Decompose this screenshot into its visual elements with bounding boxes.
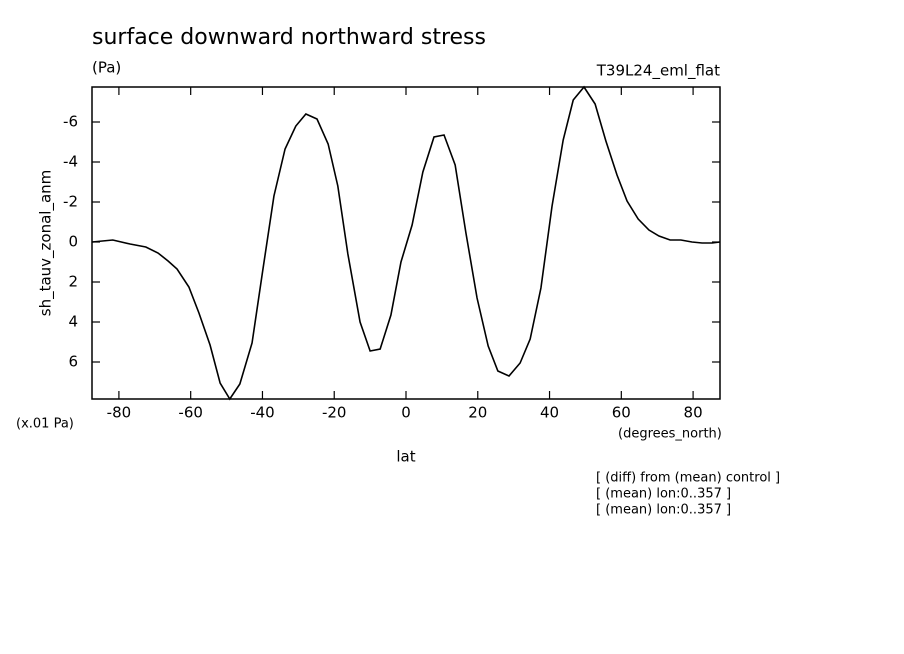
y-units: (x.01 Pa) (16, 417, 74, 432)
x-tick-label: -60 (178, 404, 203, 422)
x-tick-label: 40 (540, 404, 559, 422)
note: [ (diff) from (mean) control ] (596, 471, 780, 486)
chart-title: surface downward northward stress (92, 25, 486, 50)
y-tick-label: 6 (68, 353, 78, 371)
y-tick-label: -6 (63, 113, 78, 131)
y-axis-label: sh_tauv_zonal_anm (37, 170, 56, 317)
y-tick-label: 4 (68, 313, 78, 331)
x-axis-label: lat (396, 448, 415, 466)
x-units: (degrees_north) (618, 427, 722, 442)
y-tick-label: 2 (68, 273, 78, 291)
y-tick-label: -4 (63, 153, 78, 171)
note: [ (mean) lon:0..357 ] (596, 487, 731, 502)
dataset: T39L24_eml_flat (596, 62, 720, 81)
x-tick-label: 80 (684, 404, 703, 422)
x-tick-label: -80 (107, 404, 132, 422)
x-tick-label: 60 (612, 404, 631, 422)
note: [ (mean) lon:0..357 ] (596, 503, 731, 518)
data-line (91, 85, 721, 401)
y-tick-label: 0 (68, 233, 78, 251)
x-tick-label: -20 (322, 404, 347, 422)
units: (Pa) (92, 59, 121, 77)
x-tick-label: 20 (468, 404, 487, 422)
x-tick-label: -40 (250, 404, 275, 422)
x-tick-label: 0 (401, 404, 411, 422)
y-tick-label: -2 (63, 193, 78, 211)
